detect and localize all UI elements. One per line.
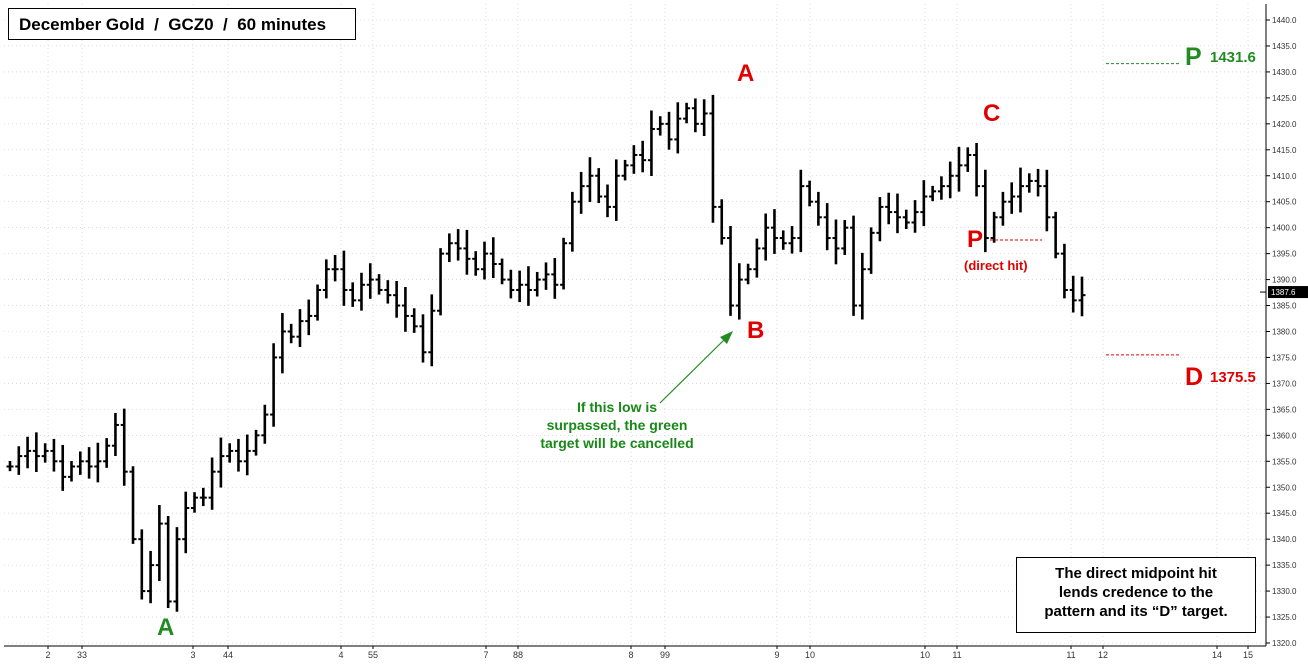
point-label-a-low: A: [157, 614, 175, 641]
cancel-warning-line-2: surpassed, the green: [546, 417, 688, 433]
x-tick-label: 10: [805, 650, 815, 660]
point-label-a-high: A: [737, 60, 755, 87]
target-d-letter: D: [1185, 363, 1204, 391]
x-tick-label: 12: [1098, 650, 1108, 660]
y-tick-label: 1395.0: [1272, 250, 1297, 259]
y-tick-label: 1415.0: [1272, 146, 1297, 155]
note-line-1: The direct midpoint hit: [1055, 565, 1217, 582]
y-tick-label: 1340.0: [1272, 535, 1297, 544]
point-label-b: B: [747, 317, 765, 344]
x-tick-label: 33: [77, 650, 87, 660]
y-tick-label: 1335.0: [1272, 561, 1297, 570]
chart-title: December Gold / GCZ0 / 60 minutes: [8, 8, 356, 40]
x-tick-label: 99: [660, 650, 670, 660]
warning-arrow-head: [720, 331, 733, 344]
warning-arrow-shaft: [659, 336, 728, 404]
x-tick-label: 44: [223, 650, 233, 660]
y-tick-label: 1360.0: [1272, 431, 1297, 440]
note-line-2: lends credence to the: [1058, 584, 1214, 601]
y-tick-label: 1355.0: [1272, 457, 1297, 466]
target-d-value: 1375.5: [1210, 369, 1256, 386]
y-tick-label: 1425.0: [1272, 94, 1297, 103]
y-tick-label: 1400.0: [1272, 224, 1297, 233]
x-tick-label: 55: [368, 650, 378, 660]
y-tick-label: 1330.0: [1272, 587, 1297, 596]
cancel-warning-note: If this low is surpassed, the green targ…: [507, 398, 727, 452]
cancel-warning-line-1: If this low is: [576, 399, 658, 415]
x-tick-label: 11: [1066, 650, 1075, 660]
x-tick-label: 88: [513, 650, 523, 660]
x-tick-label: 11: [952, 650, 961, 660]
y-tick-label: 1385.0: [1272, 302, 1297, 311]
y-tick-label: 1365.0: [1272, 405, 1297, 414]
x-tick-label: 15: [1243, 650, 1253, 660]
target-p-letter: P: [1185, 43, 1202, 71]
target-p-value: 1431.6: [1210, 49, 1256, 66]
x-tick-label: 2: [45, 650, 50, 660]
y-tick-label: 1370.0: [1272, 379, 1297, 388]
point-label-c: C: [983, 100, 1001, 127]
y-tick-label: 1440.0: [1272, 16, 1297, 25]
y-tick-label: 1325.0: [1272, 613, 1297, 622]
y-axis: 1320.0 1325.0 1330.0 1335.0 1340.0 1345.0 1350…: [1260, 4, 1308, 648]
last-price-box: [1268, 286, 1308, 299]
x-tick-label: 8: [628, 650, 633, 660]
cancel-warning-line-3: target will be cancelled: [540, 435, 694, 451]
ohlc-bars: [6, 94, 1086, 612]
y-tick-label: 1375.0: [1272, 353, 1297, 362]
y-tick-label: 1350.0: [1272, 483, 1297, 492]
point-label-p: P: [967, 226, 984, 253]
x-tick-label: 7: [483, 650, 488, 660]
y-tick-label: 1410.0: [1272, 172, 1297, 181]
grid-lines: [4, 4, 1266, 646]
y-tick-label: 1430.0: [1272, 68, 1297, 77]
y-tick-label: 1420.0: [1272, 120, 1297, 129]
y-tick-label: 1380.0: [1272, 328, 1297, 337]
midpoint-note-box: The direct midpoint hit lends credence t…: [1016, 557, 1256, 633]
y-tick-label: 1390.0: [1272, 276, 1297, 285]
x-tick-label: 10: [920, 650, 930, 660]
direct-hit-note: (direct hit): [964, 258, 1028, 273]
y-tick-label: 1345.0: [1272, 509, 1297, 518]
x-tick-label: 14: [1212, 650, 1222, 660]
last-price-label: 1387.6: [1271, 288, 1296, 297]
note-line-3: pattern and its “D” target.: [1044, 603, 1228, 620]
y-tick-label: 1320.0: [1272, 639, 1297, 648]
x-tick-label: 4: [338, 650, 343, 660]
x-tick-label: 3: [190, 650, 195, 660]
overlay-lines: [659, 63, 1180, 404]
y-tick-label: 1405.0: [1272, 198, 1297, 207]
x-tick-label: 9: [774, 650, 779, 660]
y-tick-label: 1435.0: [1272, 42, 1297, 51]
x-axis: 2 33 3 44 4 55 7 88 8 99 9 10 10 11 11 12 14 15: [4, 645, 1266, 660]
